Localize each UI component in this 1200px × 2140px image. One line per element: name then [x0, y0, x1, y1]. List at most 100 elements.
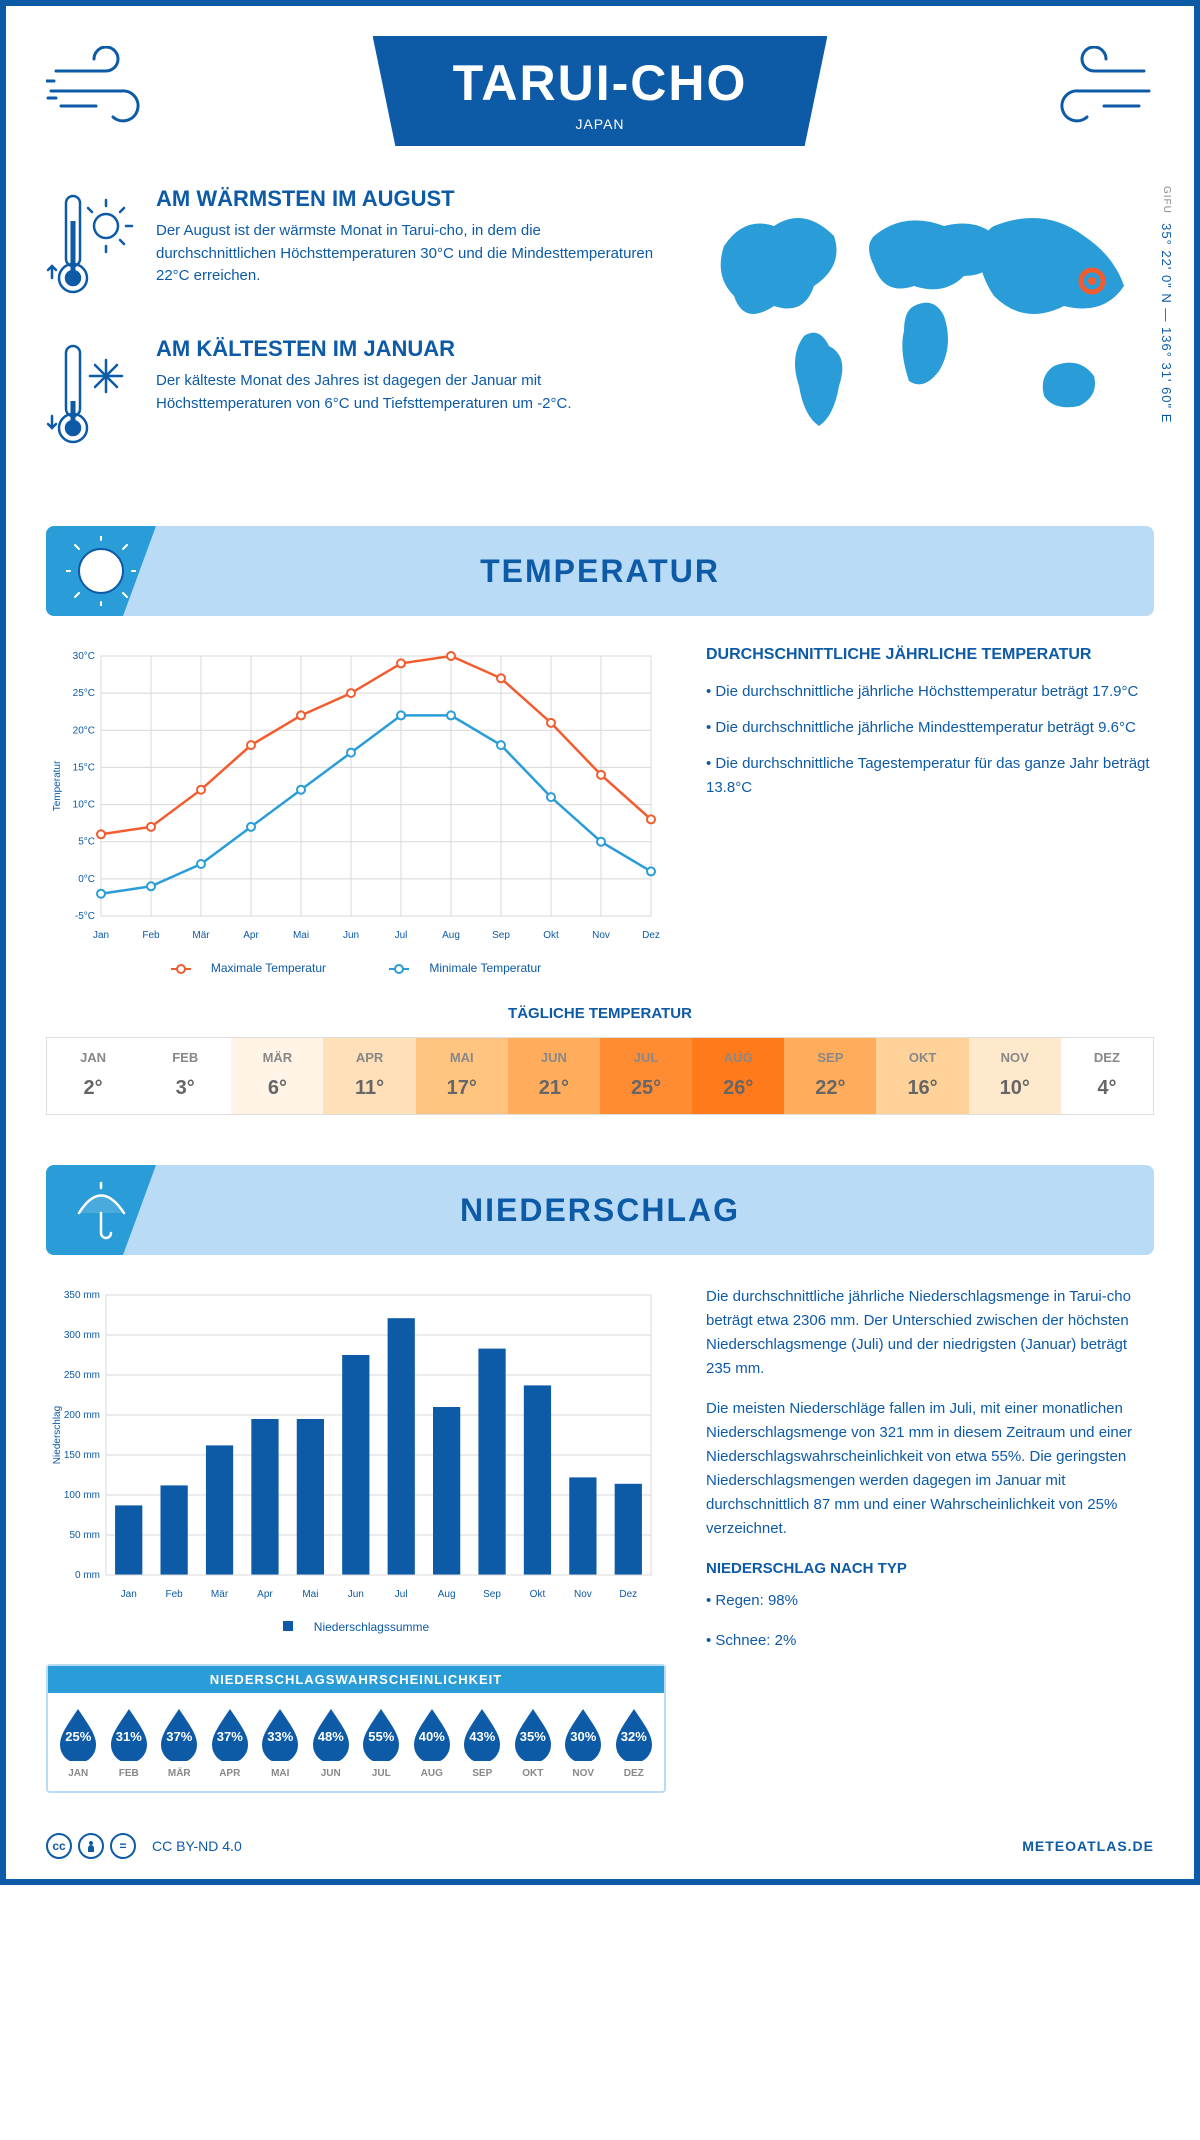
- daily-month: MAI: [416, 1050, 508, 1065]
- daily-value: 2°: [47, 1077, 139, 1100]
- svg-text:Aug: Aug: [442, 930, 460, 941]
- coldest-title: AM KÄLTESTEN IM JANUAR: [156, 336, 654, 362]
- svg-text:Mär: Mär: [211, 1589, 229, 1600]
- thermometer-hot-icon: [46, 186, 136, 306]
- temperature-row: -5°C0°C5°C10°C15°C20°C25°C30°CTemperatur…: [46, 646, 1154, 975]
- daily-value: 4°: [1061, 1077, 1153, 1100]
- prob-percent: 35%: [509, 1729, 558, 1744]
- probability-drop: 43%SEP: [458, 1705, 507, 1779]
- svg-text:350 mm: 350 mm: [64, 1290, 100, 1301]
- svg-text:Mai: Mai: [293, 930, 309, 941]
- probability-drop: 25%JAN: [54, 1705, 103, 1779]
- intro-row: AM WÄRMSTEN IM AUGUST Der August ist der…: [46, 186, 1154, 486]
- precipitation-left-column: 0 mm50 mm100 mm150 mm200 mm250 mm300 mm3…: [46, 1285, 666, 1793]
- precipitation-text: Die durchschnittliche jährliche Niedersc…: [706, 1285, 1154, 1793]
- precip-type-line: • Schnee: 2%: [706, 1629, 1154, 1653]
- prob-month: MÄR: [155, 1768, 204, 1779]
- infographic-page: TARUI-CHO JAPAN A: [0, 0, 1200, 1885]
- legend-min: Minimale Temperatur: [429, 961, 541, 975]
- coldest-text: Der kälteste Monat des Jahres ist dagege…: [156, 370, 654, 415]
- temperature-legend: Maximale Temperatur Minimale Temperatur: [46, 961, 666, 975]
- precip-para-1: Die durchschnittliche jährliche Niedersc…: [706, 1285, 1154, 1381]
- precipitation-banner: NIEDERSCHLAG: [46, 1165, 1154, 1255]
- svg-text:300 mm: 300 mm: [64, 1330, 100, 1341]
- svg-text:Sep: Sep: [483, 1589, 501, 1600]
- svg-text:Niederschlag: Niederschlag: [52, 1406, 63, 1464]
- svg-text:Feb: Feb: [166, 1589, 184, 1600]
- svg-text:5°C: 5°C: [78, 837, 95, 848]
- daily-value: 11°: [323, 1077, 415, 1100]
- thermometer-cold-icon: [46, 336, 136, 456]
- svg-text:Mär: Mär: [192, 930, 210, 941]
- region-label: GIFU: [1161, 186, 1172, 214]
- prob-percent: 48%: [307, 1729, 356, 1744]
- svg-text:Dez: Dez: [642, 930, 660, 941]
- temperature-banner: TEMPERATUR: [46, 526, 1154, 616]
- daily-temp-cell: SEP22°: [784, 1038, 876, 1114]
- probability-drop: 48%JUN: [307, 1705, 356, 1779]
- svg-text:25°C: 25°C: [73, 688, 95, 699]
- svg-text:-5°C: -5°C: [75, 911, 95, 922]
- svg-text:10°C: 10°C: [73, 800, 95, 811]
- footer: cc = CC BY-ND 4.0 METEOATLAS.DE: [46, 1833, 1154, 1859]
- svg-text:20°C: 20°C: [73, 725, 95, 736]
- daily-month: MÄR: [231, 1050, 323, 1065]
- svg-text:50 mm: 50 mm: [69, 1530, 100, 1541]
- nd-icon: =: [110, 1833, 136, 1859]
- title-banner: TARUI-CHO JAPAN: [373, 36, 828, 146]
- daily-month: APR: [323, 1050, 415, 1065]
- prob-month: SEP: [458, 1768, 507, 1779]
- temperature-summary: DURCHSCHNITTLICHE JÄHRLICHE TEMPERATUR •…: [706, 646, 1154, 975]
- svg-text:Mai: Mai: [302, 1589, 318, 1600]
- prob-percent: 40%: [408, 1729, 457, 1744]
- svg-text:Jan: Jan: [93, 930, 109, 941]
- daily-month: JAN: [47, 1050, 139, 1065]
- daily-temp-cell: JUN21°: [508, 1038, 600, 1114]
- prob-month: MAI: [256, 1768, 305, 1779]
- location-title: TARUI-CHO: [453, 54, 748, 112]
- prob-percent: 33%: [256, 1729, 305, 1744]
- location-country: JAPAN: [453, 116, 748, 132]
- daily-month: AUG: [692, 1050, 784, 1065]
- precipitation-chart: 0 mm50 mm100 mm150 mm200 mm250 mm300 mm3…: [46, 1285, 666, 1605]
- svg-text:150 mm: 150 mm: [64, 1450, 100, 1461]
- temperature-chart: -5°C0°C5°C10°C15°C20°C25°C30°CTemperatur…: [46, 646, 666, 975]
- prob-month: JAN: [54, 1768, 103, 1779]
- daily-temp-cell: NOV 10°: [969, 1038, 1061, 1114]
- cc-icon: cc: [46, 1833, 72, 1859]
- coords-text: 35° 22' 0" N — 136° 31' 60" E: [1159, 223, 1174, 423]
- svg-text:Jul: Jul: [395, 930, 408, 941]
- svg-text:Feb: Feb: [142, 930, 160, 941]
- svg-text:Aug: Aug: [438, 1589, 456, 1600]
- probability-drop: 37%MÄR: [155, 1705, 204, 1779]
- prob-month: APR: [206, 1768, 255, 1779]
- intro-text-column: AM WÄRMSTEN IM AUGUST Der August ist der…: [46, 186, 654, 486]
- svg-text:250 mm: 250 mm: [64, 1370, 100, 1381]
- svg-text:Jun: Jun: [343, 930, 359, 941]
- prob-percent: 37%: [206, 1729, 255, 1744]
- svg-text:30°C: 30°C: [73, 651, 95, 662]
- daily-month: OKT: [876, 1050, 968, 1065]
- svg-text:200 mm: 200 mm: [64, 1410, 100, 1421]
- svg-text:Okt: Okt: [530, 1589, 546, 1600]
- coordinates: GIFU 35° 22' 0" N — 136° 31' 60" E: [1159, 186, 1174, 423]
- daily-temp-title: TÄGLICHE TEMPERATUR: [46, 1005, 1154, 1022]
- daily-temp-grid: JAN2°FEB3°MÄR6°APR11°MAI17°JUN21°JUL25°A…: [46, 1037, 1154, 1115]
- precip-para-2: Die meisten Niederschläge fallen im Juli…: [706, 1397, 1154, 1541]
- daily-value: 10°: [969, 1077, 1061, 1100]
- wind-icon: [46, 46, 166, 126]
- svg-text:0 mm: 0 mm: [75, 1570, 100, 1581]
- daily-temp-cell: AUG26°: [692, 1038, 784, 1114]
- prob-month: AUG: [408, 1768, 457, 1779]
- daily-month: JUN: [508, 1050, 600, 1065]
- daily-temp-cell: JUL25°: [600, 1038, 692, 1114]
- temp-bullet: • Die durchschnittliche jährliche Höchst…: [706, 680, 1154, 704]
- svg-text:Temperatur: Temperatur: [52, 760, 63, 811]
- daily-month: NOV: [969, 1050, 1061, 1065]
- prob-percent: 55%: [357, 1729, 406, 1744]
- daily-value: 3°: [139, 1077, 231, 1100]
- probability-drop: 37% APR: [206, 1705, 255, 1779]
- warmest-text: Der August ist der wärmste Monat in Taru…: [156, 220, 654, 288]
- temp-bullet: • Die durchschnittliche Tagestemperatur …: [706, 752, 1154, 800]
- daily-value: 25°: [600, 1077, 692, 1100]
